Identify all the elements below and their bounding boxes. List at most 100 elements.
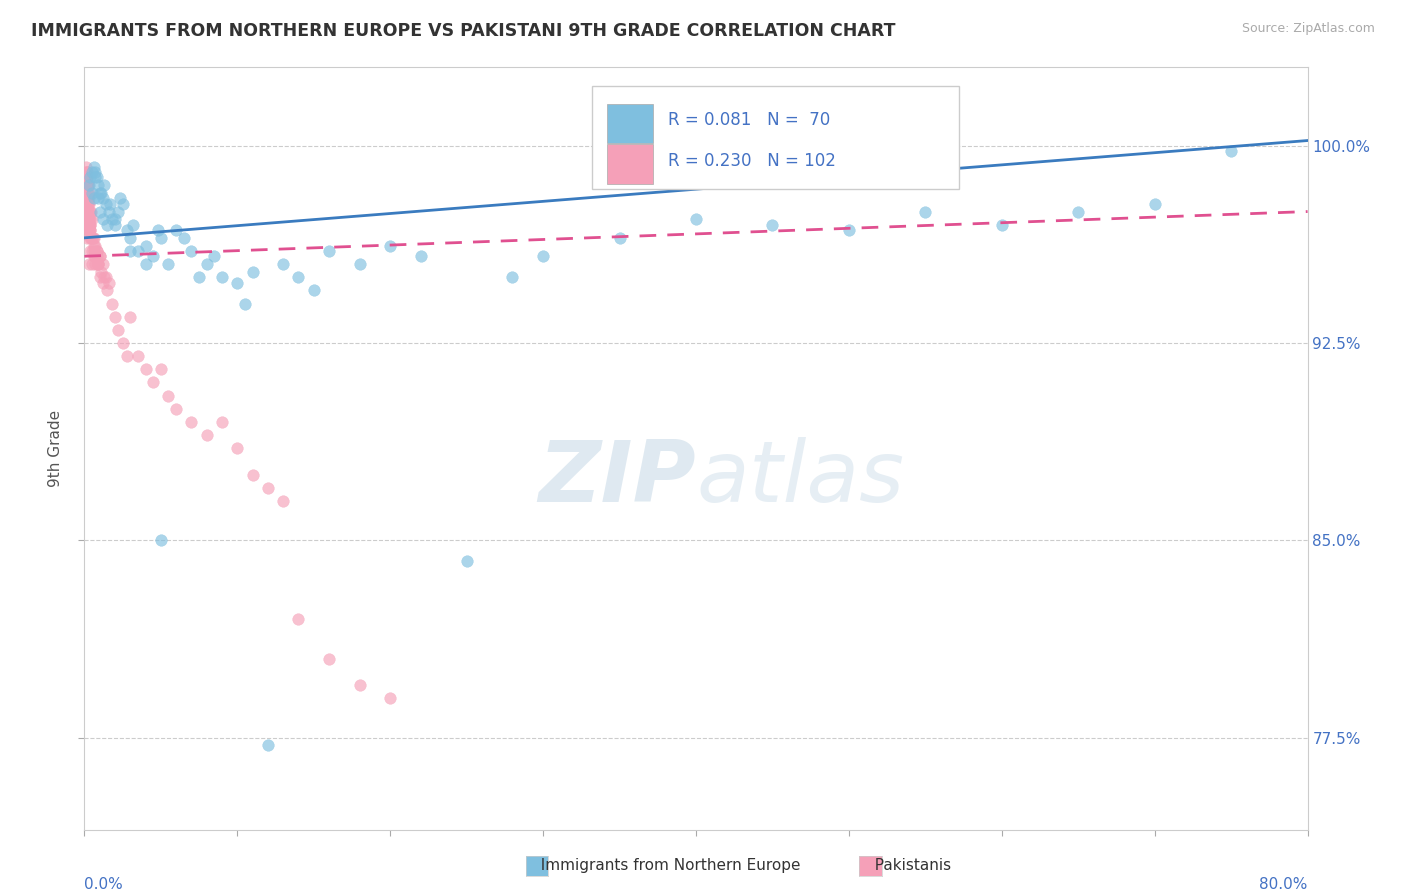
Text: Source: ZipAtlas.com: Source: ZipAtlas.com <box>1241 22 1375 36</box>
Point <box>685 212 707 227</box>
Point <box>90 186 112 201</box>
Point <box>98 196 121 211</box>
Point <box>165 401 187 416</box>
Point <box>149 362 172 376</box>
Point <box>257 481 280 495</box>
Point <box>75 196 97 211</box>
Point <box>173 231 195 245</box>
Point <box>761 218 783 232</box>
Point <box>79 218 101 232</box>
Point <box>86 170 108 185</box>
Point <box>146 223 169 237</box>
Point <box>76 204 98 219</box>
Point <box>349 678 371 692</box>
Text: atlas: atlas <box>696 437 904 520</box>
Point <box>76 191 98 205</box>
Point <box>79 204 101 219</box>
Point <box>80 231 103 245</box>
Point <box>75 160 97 174</box>
Point <box>77 257 100 271</box>
Point <box>75 196 97 211</box>
Point <box>195 428 218 442</box>
Point <box>77 212 100 227</box>
Point <box>77 223 100 237</box>
Text: Immigrants from Northern Europe: Immigrants from Northern Europe <box>531 858 801 872</box>
Point <box>97 276 120 290</box>
Point <box>111 196 134 211</box>
Point <box>79 231 101 245</box>
Point <box>76 186 98 201</box>
Point <box>80 204 103 219</box>
Point <box>77 218 100 232</box>
Point <box>76 165 98 179</box>
Point <box>75 191 97 205</box>
Point <box>75 204 97 219</box>
Point <box>180 244 202 258</box>
Point <box>157 389 180 403</box>
Point <box>84 257 107 271</box>
Point <box>90 265 112 279</box>
Point <box>127 244 149 258</box>
Point <box>302 284 325 298</box>
Point <box>108 191 131 205</box>
Point <box>120 310 142 324</box>
Point <box>79 244 101 258</box>
Point <box>89 249 111 263</box>
Point <box>87 191 110 205</box>
Point <box>531 249 554 263</box>
Point <box>89 186 111 201</box>
Point <box>195 257 218 271</box>
Point <box>233 296 256 310</box>
Point <box>82 231 104 245</box>
Point <box>76 178 98 193</box>
FancyBboxPatch shape <box>592 86 959 189</box>
Point <box>914 204 936 219</box>
Point <box>79 170 101 185</box>
Point <box>83 244 105 258</box>
Point <box>93 270 115 285</box>
Point <box>149 231 172 245</box>
Point <box>318 651 340 665</box>
FancyBboxPatch shape <box>606 144 654 184</box>
Point <box>1067 204 1090 219</box>
Point <box>76 191 98 205</box>
Point <box>202 249 225 263</box>
Point <box>89 270 111 285</box>
Point <box>76 170 98 185</box>
Point <box>87 257 110 271</box>
Point <box>287 270 309 285</box>
Point <box>80 165 103 179</box>
Point <box>135 257 157 271</box>
Text: R = 0.081   N =  70: R = 0.081 N = 70 <box>668 112 830 129</box>
Text: ZIP: ZIP <box>538 437 696 520</box>
Point <box>86 244 108 258</box>
Point <box>149 533 172 548</box>
Point <box>94 196 117 211</box>
Point <box>96 284 118 298</box>
Point <box>79 223 101 237</box>
Point <box>76 231 98 245</box>
Y-axis label: 9th Grade: 9th Grade <box>48 409 63 487</box>
Point <box>107 204 129 219</box>
Point <box>101 212 124 227</box>
Point <box>77 196 100 211</box>
Point <box>142 376 165 390</box>
Point <box>77 191 100 205</box>
Point <box>77 186 100 201</box>
Point <box>80 186 103 201</box>
Text: IMMIGRANTS FROM NORTHERN EUROPE VS PAKISTANI 9TH GRADE CORRELATION CHART: IMMIGRANTS FROM NORTHERN EUROPE VS PAKIS… <box>31 22 896 40</box>
Point <box>80 212 103 227</box>
Point <box>242 265 264 279</box>
Point <box>165 223 187 237</box>
Point <box>96 218 118 232</box>
Point <box>104 218 127 232</box>
Point <box>115 349 138 363</box>
Point <box>226 276 249 290</box>
Point <box>80 231 103 245</box>
Point <box>79 223 101 237</box>
Text: 80.0%: 80.0% <box>1260 877 1308 892</box>
Point <box>77 212 100 227</box>
Point <box>180 415 202 429</box>
Point <box>83 191 105 205</box>
Point <box>991 218 1014 232</box>
